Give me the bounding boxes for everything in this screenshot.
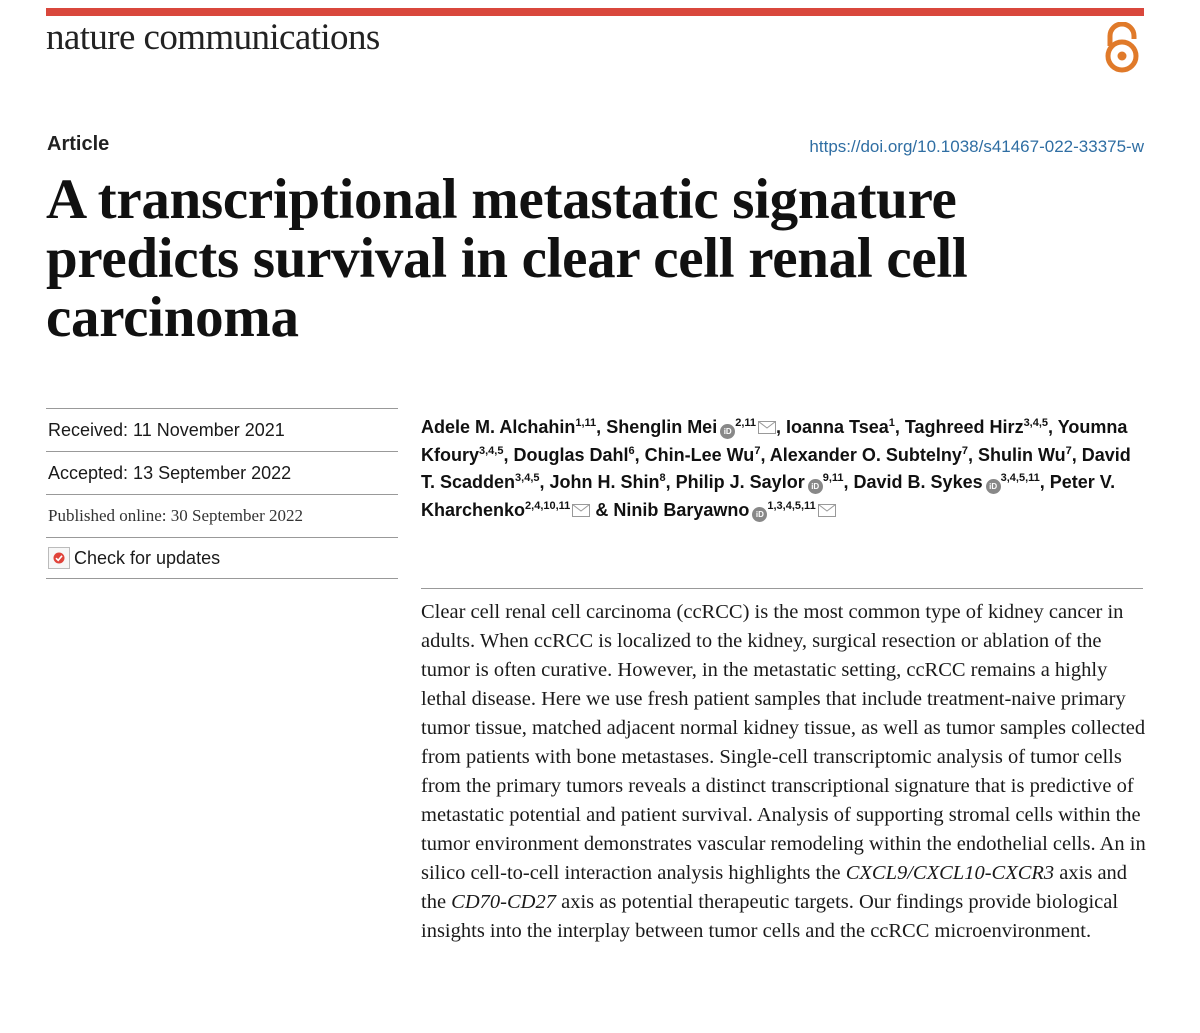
orcid-icon[interactable]: iD [720,424,736,439]
author-name: Ioanna Tsea [786,417,889,437]
author-name: Philip J. Saylor [675,472,805,492]
author[interactable]: Youmna Kfoury3,4,5 [421,417,1127,465]
orcid-icon[interactable]: iD [985,479,1001,494]
author-list: Adele M. Alchahin1,11, Shenglin Mei iD2,1… [421,417,1131,522]
author-name: Shenglin Mei [606,417,718,437]
author-name: Shulin Wu [977,444,1066,465]
affiliation-numbers: 6 [628,444,635,457]
abstract-text: Clear cell renal cell carcinoma (ccRCC) … [421,601,1146,884]
author[interactable]: Shulin Wu7 [978,445,1072,465]
received-date: Received: 11 November 2021 [46,408,398,451]
check-updates-icon [48,547,70,569]
affiliation-numbers: 1,3,4,5,11 [767,499,816,512]
gene-name: CD70-CD27 [451,891,556,913]
email-icon[interactable] [758,421,777,434]
author[interactable]: David B. Sykes iD3,4,5,11 [853,472,1040,494]
author-name: David T. Scadden [421,444,1131,493]
dates-panel: Received: 11 November 2021 Accepted: 13 … [46,408,398,579]
affiliation-numbers: 7 [961,444,968,457]
journal-accent-bar [46,8,1144,16]
affiliation-numbers: 8 [659,472,666,484]
title-line: A transcriptional metastatic signature [46,168,957,231]
check-updates-row: Check for updates [46,537,398,579]
author[interactable]: Douglas Dahl6 [513,445,634,465]
email-icon[interactable] [817,503,836,517]
affiliation-numbers: 3,4,5,11 [1000,472,1040,484]
author[interactable]: Shenglin Mei iD2,11 [606,417,777,439]
author-name: Taghreed Hirz [904,417,1024,437]
affiliation-numbers: 7 [754,444,761,457]
author-name: Douglas Dahl [513,444,629,465]
affiliation-numbers: 3,4,5 [515,472,540,484]
author[interactable]: Taghreed Hirz3,4,5 [905,417,1048,437]
abstract: Clear cell renal cell carcinoma (ccRCC) … [421,598,1147,946]
doi-link[interactable]: https://doi.org/10.1038/s41467-022-33375… [809,137,1144,156]
author-name: David B. Sykes [853,472,983,492]
author-name: Chin-Lee Wu [644,444,755,465]
author[interactable]: Philip J. Saylor iD9,11 [675,472,844,494]
affiliation-numbers: 2,4,10,11 [525,499,571,512]
check-updates-button[interactable]: Check for updates [48,547,220,569]
affiliation-numbers: 2,11 [735,417,757,429]
author[interactable]: Ninib Baryawno iD1,3,4,5,11 [613,499,836,522]
author[interactable]: Ioanna Tsea1 [786,417,895,437]
article-title: A transcriptional metastatic signature p… [46,170,1046,347]
author-name: Peter V. Kharchenko [421,472,1116,520]
affiliation-numbers: 9,11 [822,472,844,484]
abstract-text: axis and the [421,862,1128,913]
abstract-divider [421,588,1143,589]
author[interactable]: John H. Shin8 [550,472,666,492]
author[interactable]: David T. Scadden3,4,5 [421,445,1131,493]
email-icon[interactable] [572,503,591,517]
abstract-text: axis as potential therapeutic targets. O… [421,891,1119,942]
author-name: Youmna Kfoury [421,417,1128,465]
author[interactable]: Adele M. Alchahin1,11 [421,417,596,437]
journal-name: nature communications [46,17,380,58]
orcid-icon[interactable]: iD [807,479,823,494]
title-line: predicts survival in clear cell renal ce… [46,227,968,290]
accepted-date: Accepted: 13 September 2022 [46,451,398,494]
affiliation-numbers: 1 [888,417,895,429]
author[interactable]: Chin-Lee Wu7 [645,445,761,465]
published-date: Published online: 30 September 2022 [46,494,398,537]
article-type: Article [47,133,110,155]
check-updates-label: Check for updates [74,547,221,568]
author-name: Ninib Baryawno [613,499,750,520]
gene-name: CXCL9/CXCL10-CXCR3 [845,862,1055,884]
affiliation-numbers: 3,4,5 [479,444,504,457]
affiliation-numbers: 1,11 [575,417,597,429]
orcid-icon[interactable]: iD [752,506,768,522]
author-name: John H. Shin [549,472,660,492]
affiliation-numbers: 7 [1065,444,1072,457]
author-name: Alexander O. Subtelny [769,444,962,465]
title-line: carcinoma [46,286,299,349]
author-name: Adele M. Alchahin [421,417,576,437]
author[interactable]: Alexander O. Subtelny7 [770,445,968,465]
affiliation-numbers: 3,4,5 [1023,417,1049,429]
open-access-icon [1105,22,1139,73]
author[interactable]: Peter V. Kharchenko2,4,10,11 [421,472,1115,520]
